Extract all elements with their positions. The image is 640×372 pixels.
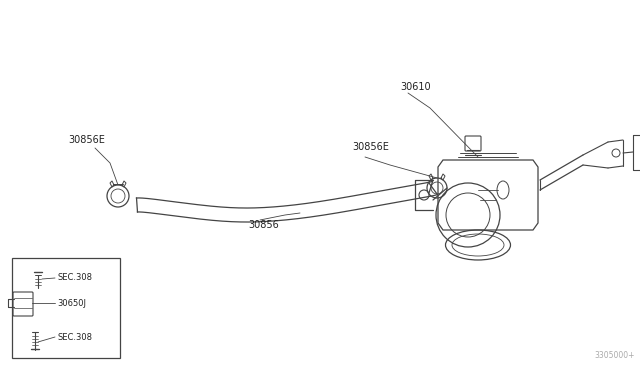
Text: 30856E: 30856E — [352, 142, 389, 152]
Text: SEC.308: SEC.308 — [57, 273, 92, 282]
Text: SEC.308: SEC.308 — [57, 333, 92, 341]
Bar — [12, 258, 120, 358]
Text: 30610: 30610 — [400, 82, 431, 92]
Text: 30856: 30856 — [248, 220, 279, 230]
Text: 3305000+: 3305000+ — [595, 351, 635, 360]
Text: 30650J: 30650J — [57, 298, 86, 308]
Text: 30856E: 30856E — [68, 135, 105, 145]
